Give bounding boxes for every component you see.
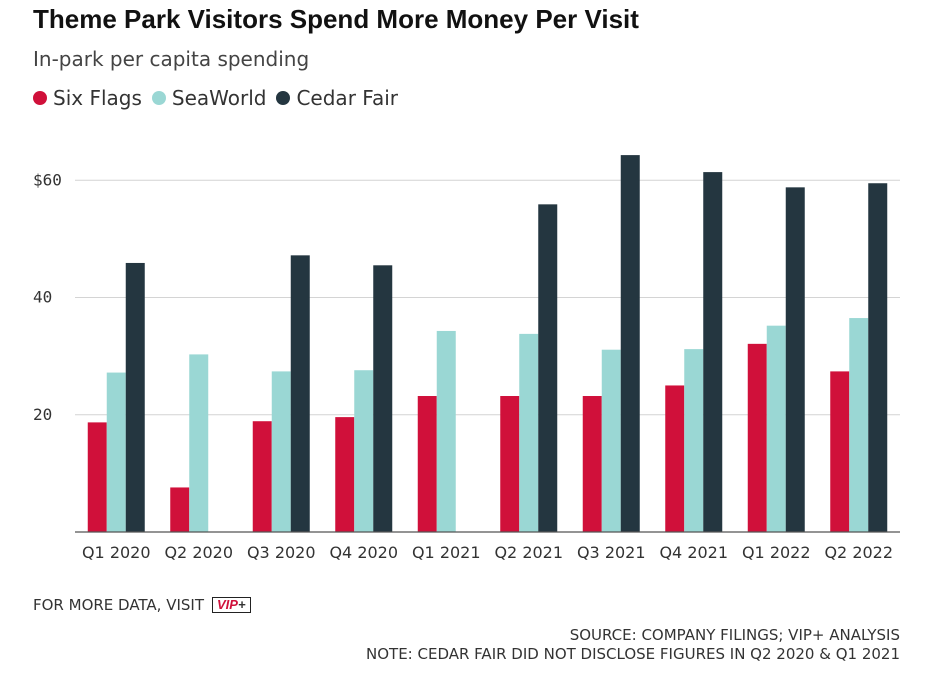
bar-six-flags-q1-2022 xyxy=(747,343,767,532)
bar-seaworld-q3-2021 xyxy=(601,349,621,532)
x-tick-label-q4-2021: Q4 2021 xyxy=(659,543,728,562)
bar-cedar-fair-q2-2022 xyxy=(868,183,888,532)
legend-item-seaworld: SeaWorld xyxy=(151,86,267,110)
bar-seaworld-q1-2021 xyxy=(436,330,456,532)
bar-cedar-fair-q1-2022 xyxy=(785,187,805,532)
bar-seaworld-q2-2022 xyxy=(849,318,869,532)
bar-cedar-fair-q3-2021 xyxy=(620,155,640,532)
x-tick-label-q2-2020: Q2 2020 xyxy=(164,543,233,562)
legend-item-cedar-fair: Cedar Fair xyxy=(276,86,398,110)
legend-label-seaworld: SeaWorld xyxy=(171,86,267,110)
bar-six-flags-q2-2020 xyxy=(170,487,190,532)
bar-cedar-fair-q4-2020 xyxy=(373,265,393,532)
bar-six-flags-q3-2020 xyxy=(252,421,272,532)
chart-legend: Six Flags SeaWorld Cedar Fair xyxy=(33,86,408,110)
y-tick-label-40: 40 xyxy=(33,288,52,307)
legend-dot-cedar-fair xyxy=(276,91,291,105)
x-tick-label-q3-2020: Q3 2020 xyxy=(247,543,316,562)
footer-visit: FOR MORE DATA, VISIT VIP+ xyxy=(33,596,251,614)
chart-subtitle: In-park per capita spending xyxy=(33,47,310,71)
x-tick-label-q2-2022: Q2 2022 xyxy=(824,543,893,562)
bar-six-flags-q3-2021 xyxy=(582,396,602,532)
legend-item-six-flags: Six Flags xyxy=(33,86,142,110)
legend-label-cedar-fair: Cedar Fair xyxy=(296,86,398,110)
legend-dot-seaworld xyxy=(151,91,166,105)
legend-dot-six-flags xyxy=(33,91,47,105)
y-tick-label-60: $60 xyxy=(33,170,62,189)
x-tick-label-q1-2020: Q1 2020 xyxy=(82,543,151,562)
bar-cedar-fair-q2-2021 xyxy=(538,204,558,532)
x-tick-label-q1-2021: Q1 2021 xyxy=(412,543,481,562)
vip-badge-text: VIP xyxy=(217,597,238,612)
bar-seaworld-q4-2020 xyxy=(354,370,374,532)
bar-cedar-fair-q4-2021 xyxy=(703,172,723,532)
bar-seaworld-q2-2020 xyxy=(189,354,209,532)
bar-six-flags-q1-2021 xyxy=(417,396,437,532)
x-tick-label-q4-2020: Q4 2020 xyxy=(329,543,398,562)
bar-cedar-fair-q3-2020 xyxy=(290,255,310,532)
bar-six-flags-q1-2020 xyxy=(87,422,107,532)
bar-seaworld-q1-2022 xyxy=(766,325,786,532)
bar-six-flags-q4-2020 xyxy=(335,417,355,532)
vip-plus-link[interactable]: VIP+ xyxy=(212,597,251,613)
bar-seaworld-q2-2021 xyxy=(519,333,539,532)
legend-label-six-flags: Six Flags xyxy=(53,86,142,110)
footer-notes: SOURCE: COMPANY FILINGS; VIP+ ANALYSIS N… xyxy=(366,626,900,664)
bar-seaworld-q4-2021 xyxy=(684,349,704,532)
vip-badge-plus: + xyxy=(237,597,246,612)
chart-title: Theme Park Visitors Spend More Money Per… xyxy=(33,4,639,34)
footer-visit-text: FOR MORE DATA, VISIT xyxy=(33,596,205,614)
bar-seaworld-q3-2020 xyxy=(271,371,291,532)
disclosure-note: NOTE: CEDAR FAIR DID NOT DISCLOSE FIGURE… xyxy=(366,645,900,663)
source-note: SOURCE: COMPANY FILINGS; VIP+ ANALYSIS xyxy=(569,626,900,644)
x-tick-label-q3-2021: Q3 2021 xyxy=(577,543,646,562)
bar-seaworld-q1-2020 xyxy=(106,372,126,532)
x-tick-label-q2-2021: Q2 2021 xyxy=(494,543,563,562)
bar-six-flags-q4-2021 xyxy=(665,385,685,532)
bar-six-flags-q2-2022 xyxy=(830,371,850,532)
x-tick-label-q1-2022: Q1 2022 xyxy=(742,543,811,562)
bar-cedar-fair-q1-2020 xyxy=(125,262,145,532)
bar-six-flags-q2-2021 xyxy=(500,396,520,532)
y-tick-label-20: 20 xyxy=(33,405,52,424)
